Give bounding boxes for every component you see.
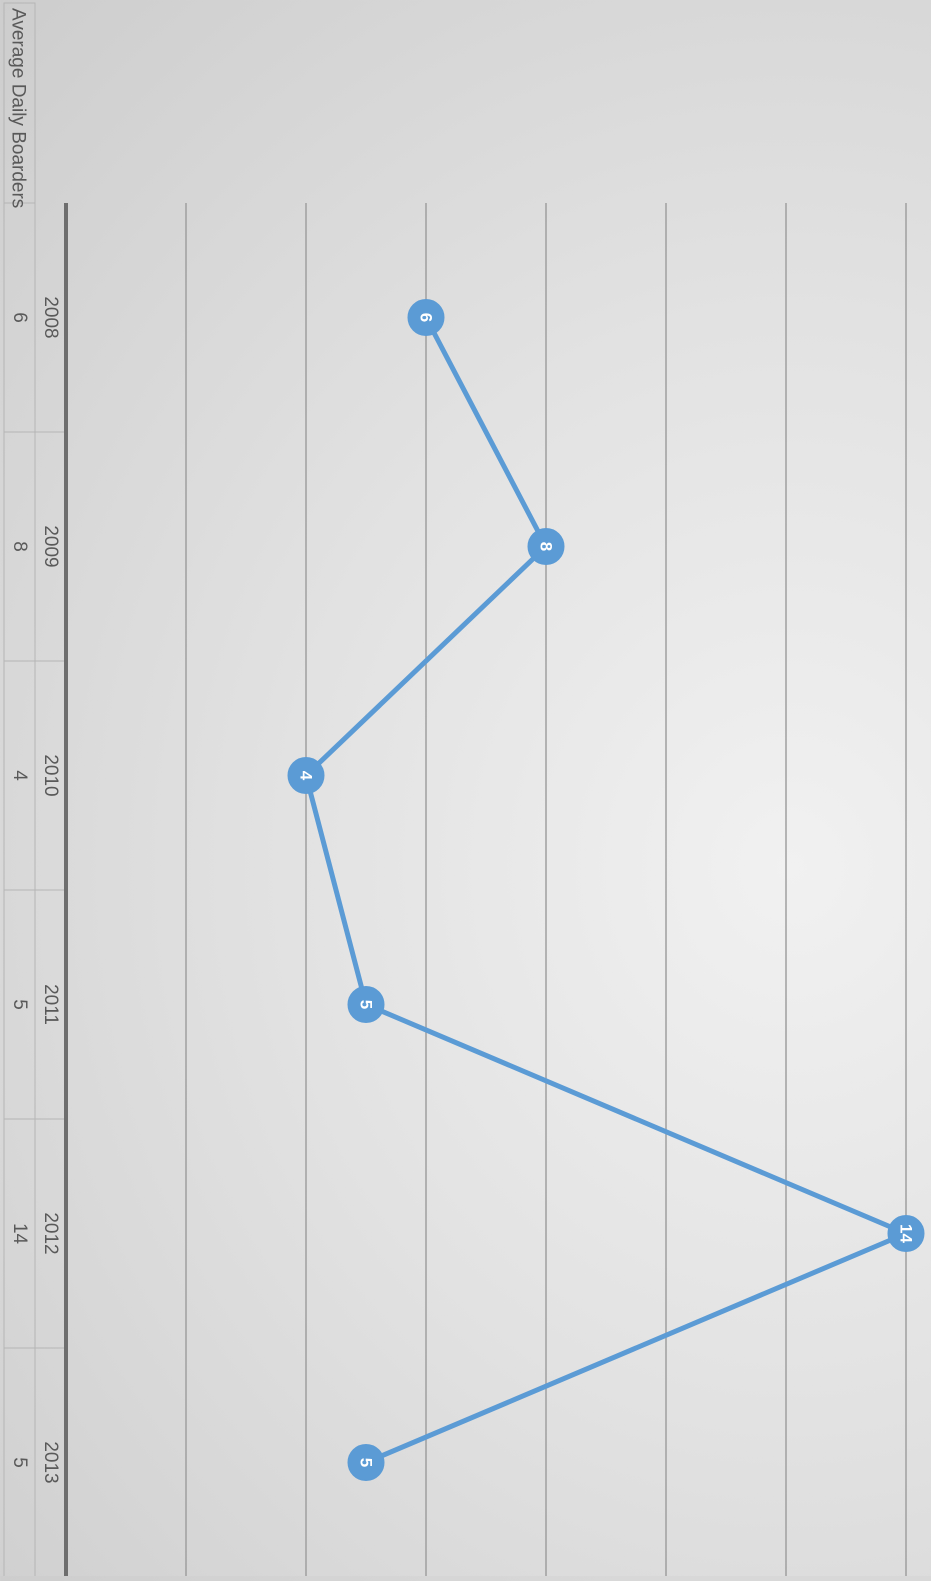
gridlines [185,203,907,1576]
data-point: 8 [527,528,565,565]
table-value: 5 [9,999,30,1010]
category-label: 2013 [40,1441,61,1483]
data-label: 14 [897,1224,916,1243]
data-label: 8 [537,542,556,551]
category-label: 2008 [40,296,61,338]
data-point: 14 [887,1215,925,1252]
data-marker [287,757,325,794]
data-markers: 6 8 4 5 14 5 [287,299,925,1481]
data-label: 5 [357,1000,376,1009]
table-series-name-cell [3,2,36,204]
data-marker [887,1215,925,1252]
data-point: 6 [407,299,445,336]
table-value: 5 [9,1457,30,1468]
category-label: 2012 [40,1212,61,1254]
table-value: 8 [9,541,30,552]
category-label: 2009 [40,525,61,567]
table-value: 14 [9,1223,30,1245]
category-label: 2011 [40,984,61,1025]
data-marker [347,1444,385,1481]
series-line-layer [303,315,909,1465]
data-label: 4 [297,771,316,781]
data-marker [407,299,445,336]
data-point: 4 [287,757,325,794]
data-marker [347,986,385,1023]
series-line [303,315,909,1465]
data-table: Average Daily Boarders 2008 6 2009 8 2010 4 201… [3,2,66,1576]
data-point: 5 [347,1444,385,1481]
table-value: 4 [9,770,30,781]
data-point: 5 [347,986,385,1023]
data-label: 6 [417,313,436,322]
data-marker [527,528,565,565]
table-value: 6 [9,312,30,323]
data-label: 5 [357,1458,376,1467]
table-series-name: Average Daily Boarders [8,8,29,208]
category-label: 2010 [40,754,61,796]
